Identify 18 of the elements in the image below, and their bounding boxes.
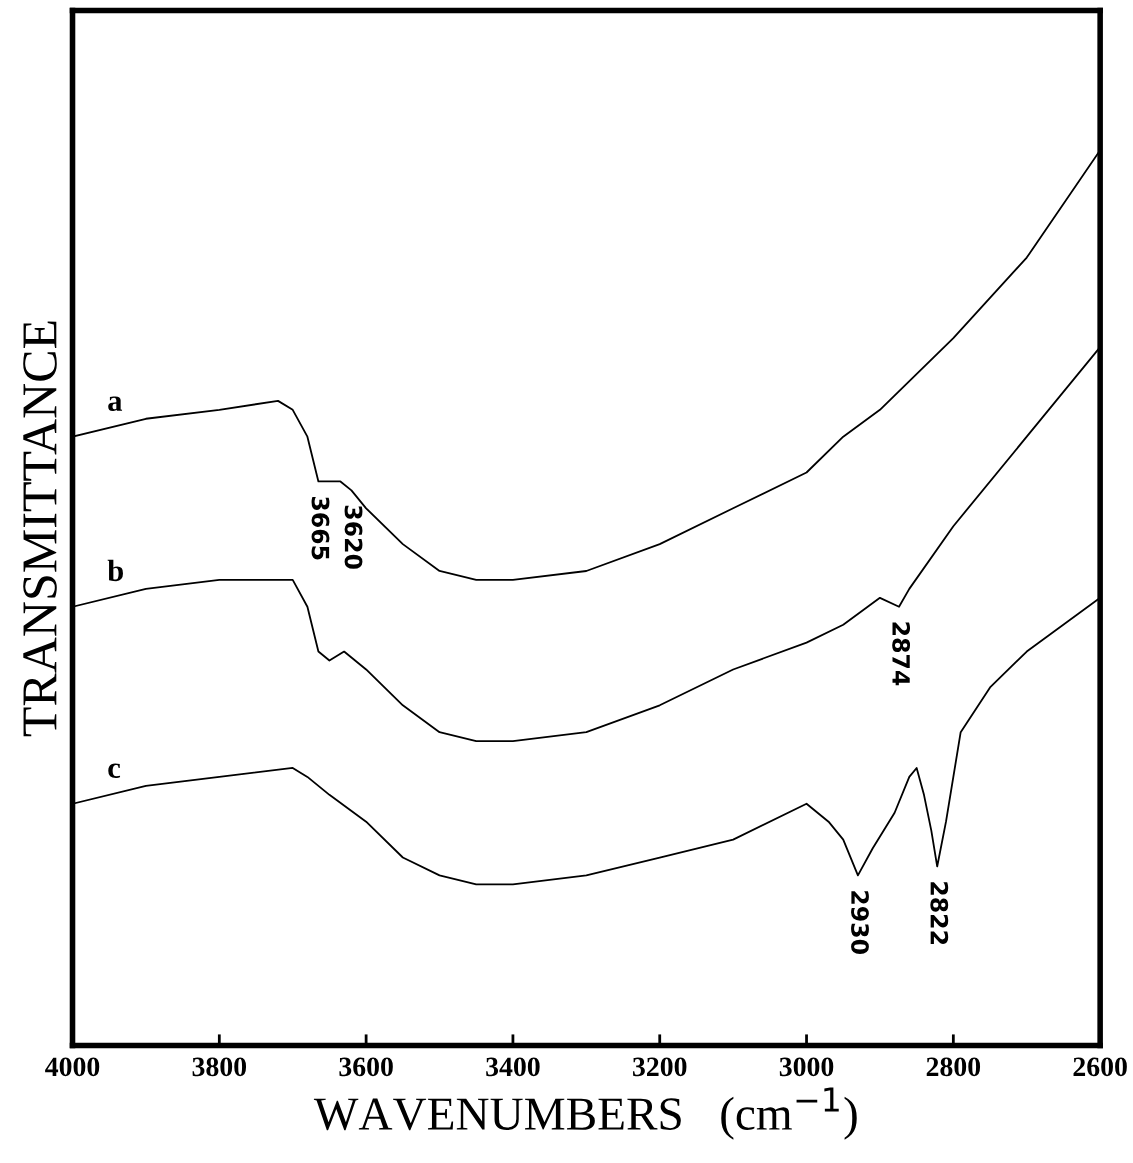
x-tick-label: 2800	[926, 1057, 981, 1077]
annotation: 2822	[930, 882, 949, 945]
x-tick-label: 3200	[633, 1057, 687, 1077]
series-label: a	[108, 396, 123, 412]
y-axis-title: TRANSMITTANCE	[23, 321, 57, 737]
x-tick-label: 2600	[1073, 1057, 1127, 1077]
series-label: b	[107, 559, 123, 582]
annotation: 3665	[311, 496, 330, 560]
x-tick-label: 3000	[779, 1057, 834, 1077]
x-tick-label: 3600	[339, 1057, 393, 1077]
annotation: 2874	[892, 622, 911, 686]
annotation: 2930	[851, 891, 869, 954]
x-tick-label: 3400	[486, 1057, 540, 1077]
x-tick-label: 4000	[45, 1057, 100, 1077]
series-label: c	[108, 763, 121, 779]
x-tick-label: 3800	[192, 1057, 247, 1077]
annotation: 3620	[344, 505, 363, 569]
x-axis-title: WAVENUMBERS (cm$^{−1}$)	[313, 1087, 857, 1140]
